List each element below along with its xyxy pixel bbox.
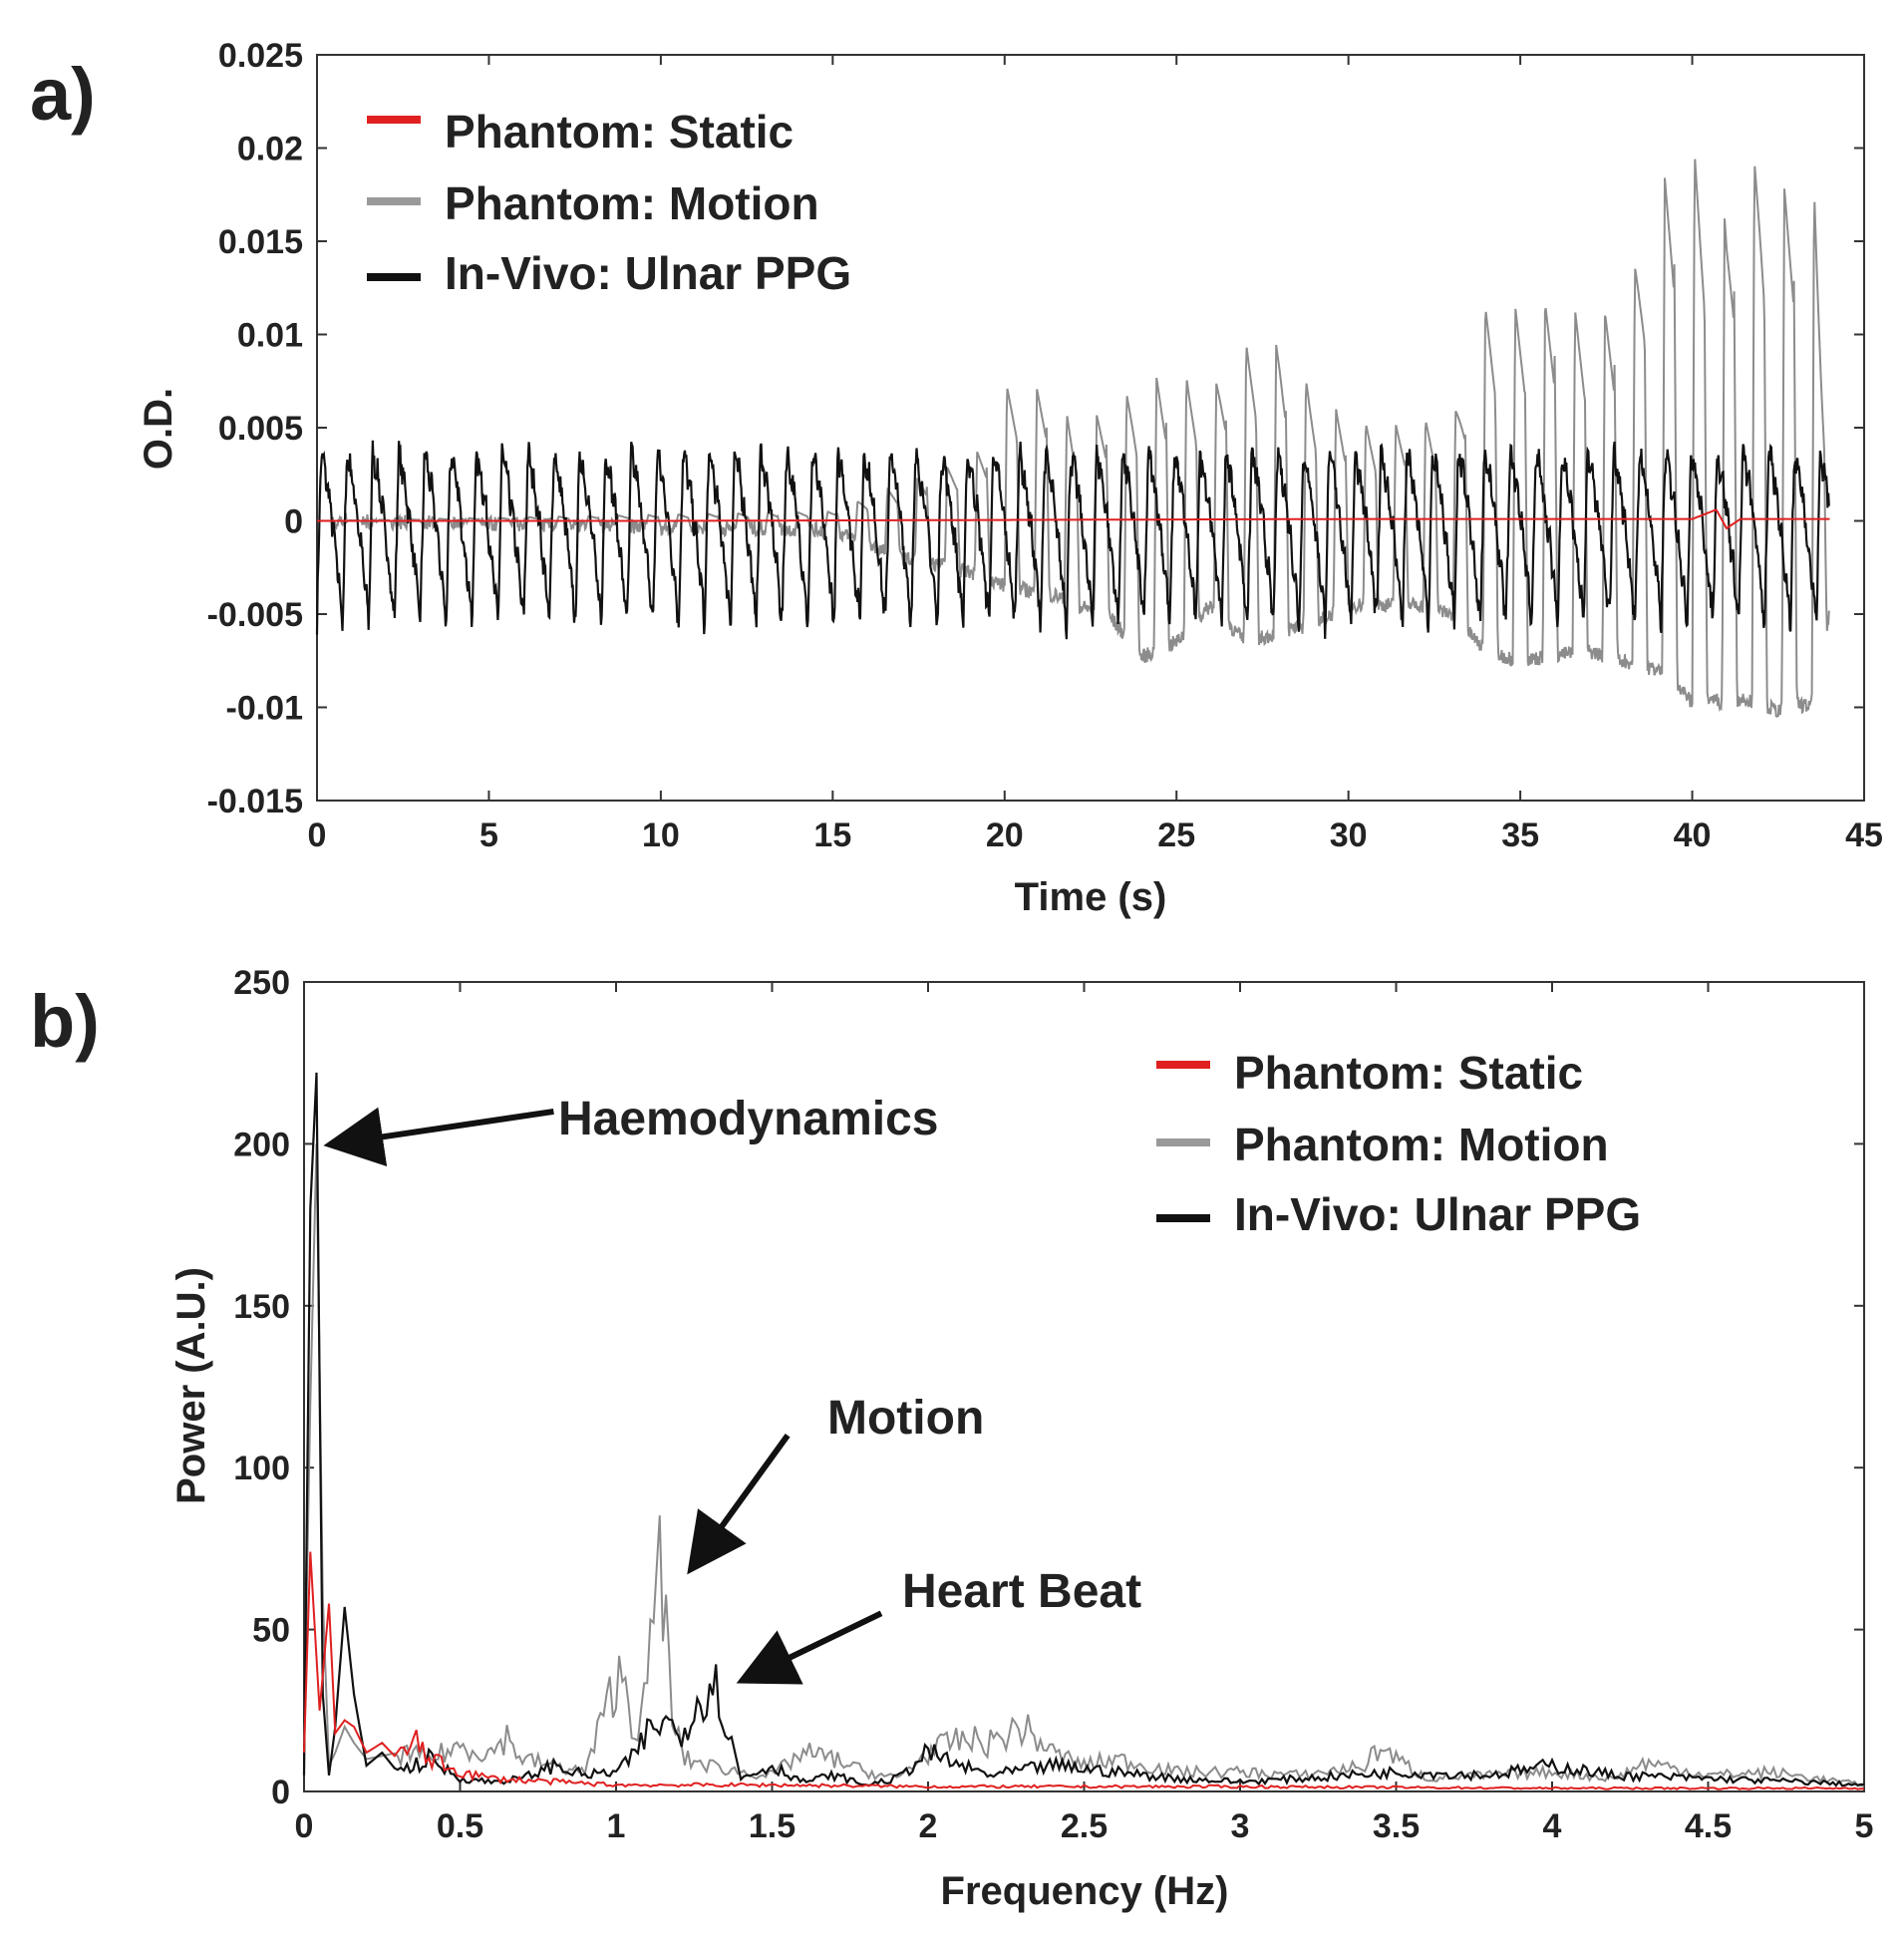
annotation-haemodynamics: Haemodynamics (558, 1093, 939, 1145)
panel-b-ytick-label: 100 (233, 1450, 290, 1487)
panel-a-ytick-label: -0.005 (207, 596, 303, 634)
arrow-haemodynamics (323, 1107, 554, 1167)
arrow-heart-beat (736, 1610, 883, 1685)
panel-b-xtick-label: 0 (295, 1807, 314, 1845)
panel-a-ytick-label: 0.025 (218, 37, 303, 75)
panel-a: a) 0 5 10 15 20 25 30 35 40 45-0.015-0.01-0.00500… (30, 37, 1883, 919)
legend-entry-motion: Phantom: Motion (445, 177, 819, 229)
panel-b-xtick-label: 5 (1855, 1807, 1874, 1845)
panel-b-ylabel: Power (A.U.) (169, 1267, 213, 1504)
panel-a-xtick-label: 0 (308, 816, 327, 854)
panel-a-label: a) (30, 53, 96, 136)
legend-entry-motion: Phantom: Motion (1234, 1119, 1609, 1170)
panel-b-xtick-label: 2 (919, 1807, 938, 1845)
panel-a-xlabel: Time (s) (1015, 875, 1167, 919)
panel-b-xtick-label: 3 (1231, 1807, 1250, 1845)
panel-b-annotations: Haemodynamics Motion Heart Beat (323, 1093, 1141, 1685)
series-line-motion (303, 1143, 1865, 1787)
panel-a-ytick-label: -0.01 (226, 690, 304, 728)
panel-a-xtick-label: 15 (813, 816, 851, 854)
panel-b-ytick-label: 150 (233, 1288, 290, 1326)
panel-a-ytick-label: 0.015 (218, 223, 303, 261)
panel-a-legend: Phantom: Static Phantom: Motion In-Vivo:… (367, 106, 851, 299)
panel-a-xtick-label: 35 (1501, 816, 1539, 854)
panel-b-xtick-label: 0.5 (437, 1807, 483, 1845)
legend-entry-invivo: In-Vivo: Ulnar PPG (445, 247, 851, 299)
panel-a-xtick-label: 45 (1845, 816, 1883, 854)
legend-entry-invivo: In-Vivo: Ulnar PPG (1234, 1188, 1641, 1240)
series-line-static (317, 508, 1830, 530)
panel-b-xtick-label: 1.5 (749, 1807, 795, 1845)
panel-a-ytick-label: 0 (284, 503, 303, 541)
panel-a-ytick-label: 0.02 (237, 131, 303, 168)
panel-a-plot-frame (316, 54, 1865, 802)
series-line-invivo (315, 440, 1830, 640)
panel-b-ytick-label: 0 (271, 1774, 290, 1811)
panel-b: b) 0 0.5 1 1.5 2 2.5 3 3.5 4 4.5 5050100150200250 … (30, 964, 1873, 1913)
panel-b-xtick-label: 4.5 (1685, 1807, 1732, 1845)
panel-a-ytick-label: 0.01 (237, 317, 303, 355)
panel-a-xtick-label: 20 (986, 816, 1024, 854)
panel-a-series (315, 159, 1830, 718)
arrow-motion (687, 1433, 791, 1575)
annotation-motion: Motion (827, 1392, 984, 1445)
series-line-invivo (302, 1072, 1865, 1787)
panel-b-series (302, 1072, 1865, 1790)
legend-entry-static: Phantom: Static (1234, 1047, 1583, 1099)
panel-a-ytick-label: -0.015 (207, 783, 303, 820)
panel-b-legend: Phantom: Static Phantom: Motion In-Vivo:… (1156, 1047, 1641, 1240)
series-line-static (303, 1551, 1865, 1790)
panel-a-ytick-label: 0.005 (218, 410, 303, 448)
panel-b-xtick-label: 2.5 (1061, 1807, 1108, 1845)
panel-b-plot-frame (303, 981, 1865, 1792)
panel-a-ticks: 0 5 10 15 20 25 30 35 40 45 -0.015 -0.01 -0.005 0 0.00… (207, 37, 1883, 854)
panel-a-xtick-label: 5 (479, 816, 498, 854)
panel-a-xtick-label: 40 (1674, 816, 1712, 854)
panel-b-ytick-label: 200 (233, 1126, 290, 1163)
annotation-heart-beat: Heart Beat (902, 1565, 1141, 1618)
panel-a-xtick-label: 25 (1157, 816, 1195, 854)
panel-a-xtick-label: 10 (642, 816, 680, 854)
legend-entry-static: Phantom: Static (445, 106, 793, 158)
panel-a-xtick-label: 30 (1330, 816, 1368, 854)
panel-b-ytick-label: 50 (252, 1612, 290, 1650)
panel-b-xtick-label: 3.5 (1373, 1807, 1420, 1845)
panel-b-xlabel: Frequency (Hz) (941, 1869, 1229, 1913)
panel-b-ytick-label: 250 (233, 964, 290, 1002)
panel-a-ylabel: O.D. (137, 388, 180, 470)
panel-b-label: b) (30, 980, 100, 1063)
series-line-motion (317, 159, 1830, 718)
panel-b-xtick-label: 1 (607, 1807, 626, 1845)
panel-b-xtick-label: 4 (1543, 1807, 1562, 1845)
